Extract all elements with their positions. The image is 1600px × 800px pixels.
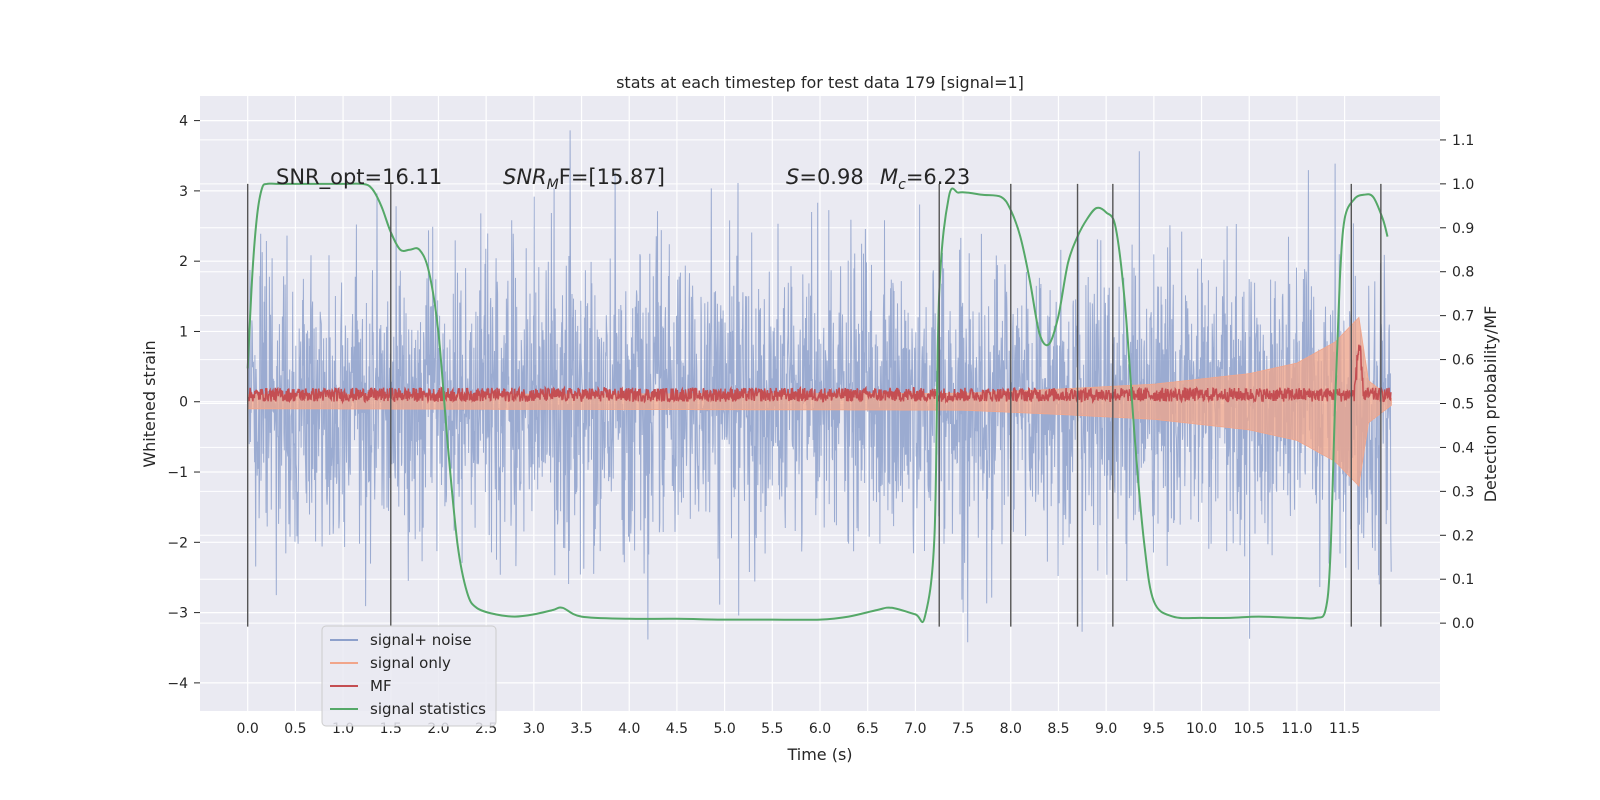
x-tick-label-6: 3.0 [523, 721, 545, 737]
y2-tick-label-3: 0.8 [1452, 265, 1474, 281]
x-tick-label-10: 5.0 [713, 721, 735, 737]
x-tick-labels: 0.0 0.5 1.0 1.5 2.0 2.5 3.0 3.5 4.0 4.5 5.0 5.5 6.0 6… [237, 721, 1361, 737]
y2-tick-label-10: 0.1 [1452, 572, 1474, 588]
y-tick-label-7: −3 [167, 606, 188, 622]
mc-sub: c [898, 177, 906, 193]
y2-tick-label-5: 0.6 [1452, 353, 1474, 369]
x-tick-label-8: 4.0 [618, 721, 640, 737]
y-tick-label-2: 2 [179, 254, 188, 270]
x-axis-label: Time (s) [786, 745, 852, 764]
x-tick-label-18: 9.0 [1095, 721, 1117, 737]
s-label: S [786, 165, 799, 189]
x-tick-label-14: 7.0 [904, 721, 926, 737]
y2-tick-label-6: 0.5 [1452, 397, 1474, 413]
x-tick-label-15: 7.5 [952, 721, 974, 737]
x-tick-label-13: 6.5 [857, 721, 879, 737]
annotation-snr-opt: SNR_opt=16.11 [276, 165, 442, 190]
mc-base: M [880, 165, 898, 189]
y-tick-labels: 4 3 2 1 0 −1 −2 −3 −4 [167, 114, 200, 692]
chart-title: stats at each timestep for test data 179… [616, 73, 1024, 92]
y2-tick-label-9: 0.2 [1452, 528, 1474, 544]
series-signal-statistics [246, 182, 1389, 624]
vertical-markers [246, 183, 1382, 627]
y2-tick-labels: 1.1 1.0 0.9 0.8 0.7 0.6 0.5 0.4 0.3 0.2 0.1 0.0 [1440, 133, 1474, 632]
snr-mf-sub: M [547, 177, 559, 193]
x-tick-label-22: 11.0 [1281, 721, 1312, 737]
y2-tick-label-8: 0.3 [1452, 484, 1474, 500]
y2-tick-label-0: 1.1 [1452, 133, 1474, 149]
x-tick-label-7: 3.5 [570, 721, 592, 737]
snr-mf-base: SNR [503, 165, 547, 189]
legend-label-mf: MF [370, 677, 392, 695]
y-tick-label-8: −4 [167, 676, 188, 692]
y2-tick-label-11: 0.0 [1452, 616, 1474, 632]
x-tick-label-17: 8.5 [1047, 721, 1069, 737]
s-value: =0.98 [799, 165, 863, 189]
y2-tick-label-7: 0.4 [1452, 440, 1474, 456]
y-tick-label-1: 3 [179, 184, 188, 200]
x-tick-label-12: 6.0 [809, 721, 831, 737]
y2-tick-label-4: 0.7 [1452, 309, 1474, 325]
y2-axis-label: Detection probability/MF [1481, 306, 1500, 503]
x-tick-label-19: 9.5 [1143, 721, 1165, 737]
x-tick-label-21: 10.5 [1234, 721, 1265, 737]
x-tick-label-23: 11.5 [1329, 721, 1360, 737]
legend-box [321, 625, 497, 727]
annotation-mc: Mc=6.23 [880, 165, 970, 193]
series-mf [247, 344, 1392, 405]
x-tick-label-1: 0.5 [284, 721, 306, 737]
x-tick-label-20: 10.0 [1186, 721, 1217, 737]
y-tick-label-4: 0 [179, 395, 188, 411]
legend: signal+ noise signal only MF signal stat… [321, 625, 497, 727]
mc-value: =6.23 [906, 165, 970, 189]
annotation-snr-mf: SNRMF=[15.87] [503, 165, 665, 193]
y2-tick-label-2: 0.9 [1452, 221, 1474, 237]
y-axis-label: Whitened strain [140, 340, 159, 467]
x-tick-label-11: 5.5 [761, 721, 783, 737]
x-tick-label-16: 8.0 [1000, 721, 1022, 737]
y-tick-label-3: 1 [179, 324, 188, 340]
y-tick-label-0: 4 [179, 114, 188, 130]
snr-mf-rest: F=[15.87] [559, 165, 665, 189]
y-tick-label-6: −2 [167, 535, 188, 551]
annotation-s: S=0.98 [786, 165, 864, 189]
chart-marks [246, 130, 1392, 643]
y2-tick-label-1: 1.0 [1452, 177, 1474, 193]
x-tick-label-9: 4.5 [666, 721, 688, 737]
y-tick-label-5: −1 [167, 465, 188, 481]
legend-label-signal-only: signal only [370, 654, 451, 672]
x-tick-label-0: 0.0 [237, 721, 259, 737]
legend-label-signal-noise: signal+ noise [370, 631, 472, 649]
legend-label-signal-statistics: signal statistics [370, 700, 486, 718]
